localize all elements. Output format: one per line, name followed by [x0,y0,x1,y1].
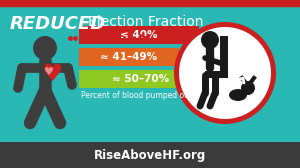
Circle shape [33,36,57,60]
Ellipse shape [229,89,247,101]
Text: REDUCED: REDUCED [10,15,106,33]
Circle shape [174,22,276,124]
Bar [220,36,228,78]
Text: ≤ 40%: ≤ 40% [120,30,158,40]
Bar [79,70,203,88]
Text: ≈ 50–70%: ≈ 50–70% [112,74,170,84]
Text: ≈ 41–49%: ≈ 41–49% [100,52,158,62]
Bar [79,48,179,66]
Bar [79,26,199,44]
Text: Ejection Fraction: Ejection Fraction [88,15,203,29]
Circle shape [241,81,255,95]
Text: Percent of blood pumped out: Percent of blood pumped out [81,91,192,100]
Text: RiseAboveHF.org: RiseAboveHF.org [94,149,206,161]
Circle shape [179,27,271,119]
Bar [205,71,228,78]
Text: ♥: ♥ [41,62,63,86]
Bar [0,0,300,6]
Text: ♥: ♥ [44,67,54,77]
Circle shape [201,31,219,49]
Bar [0,142,300,168]
